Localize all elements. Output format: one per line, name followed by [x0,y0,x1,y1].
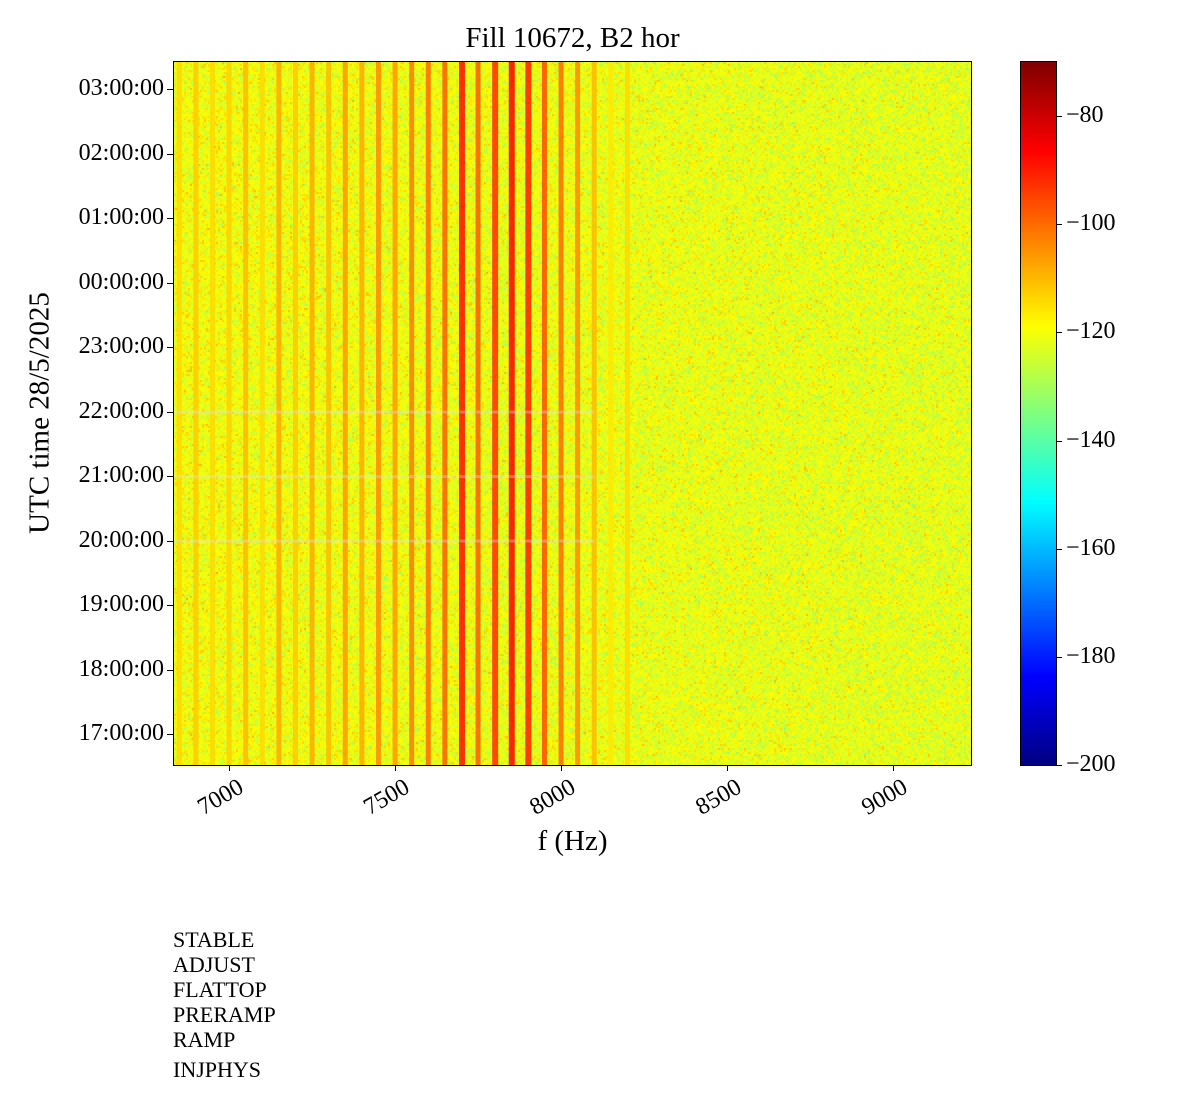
colorbar-tick-mark [1056,332,1062,334]
colorbar-tick-label: −80 [1066,102,1104,129]
harmonic-line [210,62,216,765]
harmonic-lines [174,62,630,765]
colorbar-tick-mark [1056,440,1062,442]
beam-mode-label: PRERAMP [173,1002,276,1027]
beam-mode-label: RAMP [173,1027,236,1052]
harmonic-line [508,62,515,765]
harmonic-line [359,62,365,765]
y-axis-label: UTC time 28/5/2025 [23,292,56,534]
x-tick-mark [892,765,894,771]
harmonic-line [392,62,398,765]
y-tick-label: 23:00:00 [78,333,164,360]
colorbar [1021,62,1056,765]
harmonic-line [492,62,499,765]
colorbar-tick-mark [1056,656,1062,658]
y-tick-mark [167,218,173,220]
harmonic-line [326,62,332,765]
harmonic-line [342,62,348,765]
y-tick-mark [167,669,173,671]
harmonic-line [624,62,630,765]
beam-mode-label: ADJUST [173,952,255,977]
x-tick-label: 7500 [359,774,415,821]
harmonic-line [525,62,532,765]
y-tick-mark [167,282,173,284]
y-tick-mark [167,605,173,607]
y-tick-label: 21:00:00 [78,462,164,489]
x-tick-mark [561,765,563,771]
harmonic-line [541,62,547,765]
harmonic-line [608,62,614,765]
colorbar-tick-label: −120 [1066,318,1116,345]
y-tick-mark [167,347,173,349]
y-tick-mark [167,89,173,91]
harmonic-line [243,62,249,765]
x-tick-label: 8500 [691,774,747,821]
colorbar-tick-label: −100 [1066,210,1116,237]
y-tick-label: 22:00:00 [78,397,164,424]
y-tick-label: 02:00:00 [78,139,164,166]
harmonic-line [442,62,448,765]
x-tick-label: 9000 [857,774,912,821]
x-tick-label: 8000 [525,774,581,821]
x-tick-mark [395,765,397,771]
colorbar-tick-mark [1056,548,1062,550]
harmonic-line [292,62,298,765]
harmonic-line [458,62,465,765]
disturbance-band [174,410,595,414]
harmonic-line [425,62,431,765]
harmonic-line [475,62,481,765]
harmonic-line [276,62,282,765]
harmonic-line [193,62,199,765]
harmonic-line [409,62,415,765]
colorbar-tick-mark [1056,224,1062,226]
harmonic-line [226,62,232,765]
harmonic-line [591,62,597,765]
spectrogram-heatmap [174,62,971,765]
y-tick-mark [167,476,173,478]
harmonic-line [176,62,182,765]
y-tick-label: 20:00:00 [78,526,164,553]
beam-mode-label: INJPHYS [173,1057,262,1082]
x-axis-label: f (Hz) [537,825,608,857]
colorbar-tick-label: −140 [1066,426,1116,453]
x-tick-mark [229,765,231,771]
harmonic-line [375,62,381,765]
y-tick-label: 19:00:00 [78,591,164,618]
colorbar-frame [1020,61,1057,766]
beam-mode-label: STABLE [173,927,255,952]
disturbance-band [174,475,595,479]
harmonic-line [309,62,315,765]
y-tick-label: 01:00:00 [78,204,164,231]
colorbar-tick-mark [1056,116,1062,118]
y-tick-mark [167,153,173,155]
colorbar-tick-label: −160 [1066,534,1116,561]
x-tick-label: 7000 [193,774,249,821]
colorbar-tick-mark [1056,765,1062,766]
y-tick-label: 17:00:00 [78,720,164,747]
disturbance-band [174,539,595,543]
harmonic-line [259,62,265,765]
beam-mode-label: FLATTOP [173,977,267,1002]
y-tick-label: 03:00:00 [78,75,164,102]
colorbar-tick-label: −200 [1066,751,1116,777]
y-tick-mark [167,734,173,736]
y-tick-mark [167,540,173,542]
chart-title: Fill 10672, B2 hor [465,22,680,54]
y-tick-mark [167,411,173,413]
y-tick-label: 18:00:00 [78,655,164,682]
harmonic-line [575,62,581,765]
y-tick-label: 00:00:00 [78,268,164,295]
harmonic-line [558,62,564,765]
colorbar-tick-label: −180 [1066,642,1116,669]
x-tick-mark [727,765,729,771]
